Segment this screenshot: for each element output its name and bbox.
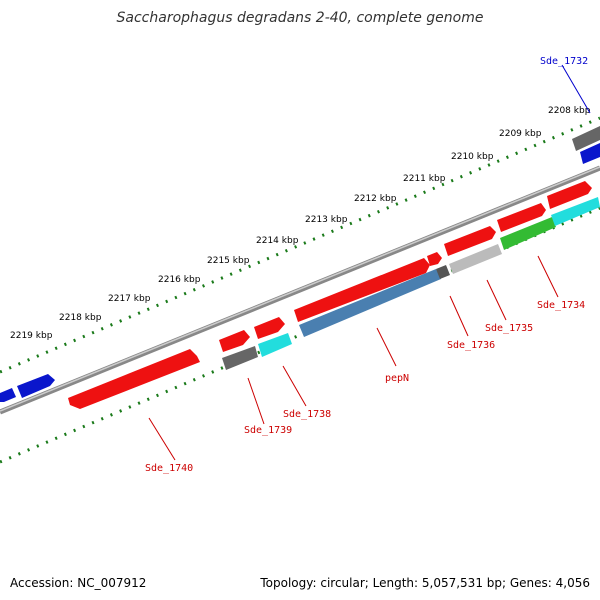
gene-arrow[interactable] (219, 330, 250, 352)
gene-block-sde-1736[interactable] (449, 244, 502, 274)
gene-block-sde-1734[interactable] (551, 197, 600, 226)
tick-label: 2211 kbp (403, 174, 446, 184)
gene-label-sde-1739: Sde_1739 (244, 425, 292, 436)
gene-block-sde-1738[interactable] (258, 333, 292, 357)
gene-arrow[interactable] (497, 203, 546, 232)
genome-backbone (0, 165, 600, 415)
tick-label: 2209 kbp (499, 129, 542, 139)
gene-label-sde-1736: Sde_1736 (447, 340, 495, 351)
gene-label-pepn: pepN (385, 373, 409, 384)
tick-labels: 2208 kbp 2209 kbp 2210 kbp 2211 kbp 2212… (10, 106, 591, 341)
gene-block-sde-1739[interactable] (222, 346, 258, 370)
gene-label-sde-1732: Sde_1732 (540, 56, 588, 67)
gene-arrow[interactable] (444, 226, 496, 256)
gene-arrow[interactable] (547, 181, 592, 209)
tick-label: 2210 kbp (451, 152, 494, 162)
reverse-genes (222, 126, 600, 370)
tick-label: 2217 kbp (108, 294, 151, 304)
gene-arrow[interactable] (294, 258, 430, 322)
tick-label: 2218 kbp (59, 313, 102, 323)
gene-arrow[interactable] (427, 252, 442, 266)
gene-block[interactable] (436, 265, 450, 279)
gene-block-sde-1735[interactable] (500, 217, 556, 250)
gene-arrow-sde-1740[interactable] (68, 349, 200, 409)
gene-label-sde-1740: Sde_1740 (145, 463, 193, 474)
label-leader-blue (561, 64, 591, 114)
gene-arrow[interactable] (0, 388, 16, 402)
map-title: Saccharophagus degradans 2-40, complete … (117, 10, 484, 26)
gene-label-sde-1738: Sde_1738 (283, 409, 331, 420)
topology-text: Topology: circular; Length: 5,057,531 bp… (260, 576, 590, 590)
forward-genes (0, 181, 592, 409)
gene-label-sde-1735: Sde_1735 (485, 323, 533, 334)
tick-label: 2219 kbp (10, 331, 53, 341)
gene-label-sde-1734: Sde_1734 (537, 300, 585, 311)
tick-label: 2213 kbp (305, 215, 348, 225)
gene-block[interactable] (572, 126, 600, 151)
tick-label: 2212 kbp (354, 194, 397, 204)
label-leaders (148, 255, 559, 461)
gene-block-pepn[interactable] (299, 269, 441, 337)
gene-arrow[interactable] (17, 374, 55, 398)
genome-backbone-highlight (0, 166, 600, 412)
accession-text: Accession: NC_007912 (10, 576, 147, 590)
tick-label: 2208 kbp (548, 106, 591, 116)
tick-label: 2216 kbp (158, 275, 201, 285)
gene-arrow[interactable] (254, 317, 285, 339)
gene-block[interactable] (580, 143, 600, 164)
tick-label: 2214 kbp (256, 236, 299, 246)
tick-label: 2215 kbp (207, 256, 250, 266)
